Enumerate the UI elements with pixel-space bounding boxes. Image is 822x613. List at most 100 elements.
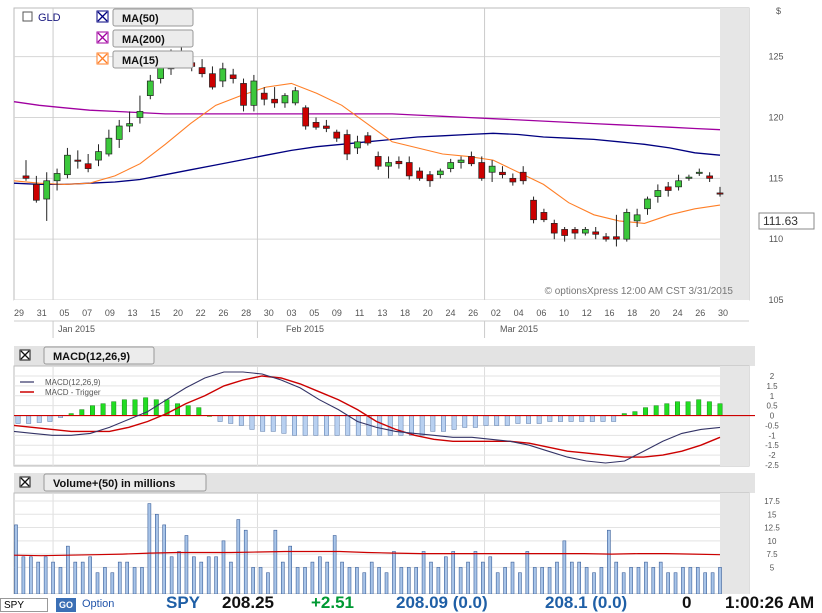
candle-body [561,229,568,236]
date-tick-label: 26 [218,308,228,318]
macd-tick-label: -2.5 [765,461,779,470]
candle-body [395,160,403,165]
volume-bar [280,561,285,594]
candle-body [436,170,444,176]
macd-histogram-bar [292,415,297,436]
macd-histogram-bar [121,399,127,416]
volume-bar [258,567,263,594]
option-link[interactable]: Option [82,598,115,610]
date-tick-label: 06 [536,308,546,318]
volume-bar [695,567,700,594]
volume-bar [155,513,159,594]
candle-body [333,131,341,139]
candle-body [550,223,558,234]
macd-histogram-bar [377,415,383,436]
date-tick-label: 18 [627,308,637,318]
x-icon [20,477,30,487]
volume-bar [636,567,641,594]
candle-body [530,199,537,221]
candle-body [250,80,258,106]
macd-histogram-bar [611,415,617,422]
ticker-symbol[interactable]: SPY [166,593,201,612]
volume-bar [429,561,433,594]
legend-ma50-label: MA(50) [122,13,159,25]
volume-bar [162,524,167,594]
candle-body [74,159,82,162]
go-button[interactable]: GO [56,598,76,612]
macd-histogram-bar [324,415,329,436]
date-tick-label: 03 [287,308,297,318]
legend-gld-checkbox[interactable] [22,11,33,22]
volume-bar [140,567,144,594]
macd-histogram-bar [483,415,489,426]
volume-bar [295,567,300,594]
volume-bar [184,535,189,594]
macd-histogram-bar [568,415,574,422]
date-axis: 29 31 05 07 09 13 15 20 22 26 28 30 03 05 09 11 13 18 20 24… [14,300,749,338]
volume-bar [621,572,626,594]
candle-body [488,165,496,173]
volume-bar [525,551,530,594]
date-tick-label: 13 [128,308,138,318]
volume-bar [58,567,63,594]
macd-histogram-bar [600,415,606,422]
ticker-ask: 208.1 (0.0) [545,593,628,612]
legend-ma50[interactable]: MA(50) [96,8,194,27]
legend-ma15[interactable]: MA(15) [96,50,194,69]
candle-body [695,171,703,174]
volume-bar [392,551,396,594]
volume-bar [658,561,663,594]
macd-histogram-bar [632,411,638,416]
macd-histogram-bar [494,415,500,426]
legend-ma200[interactable]: MA(200) [96,29,194,48]
candle-body [281,95,289,104]
date-tick-label: 26 [468,308,478,318]
volume-tick-label: 7.5 [766,550,778,559]
volume-plot-area [13,492,750,594]
candle-body [478,162,486,179]
x-icon [97,32,108,43]
candle-body [581,229,589,234]
date-tick-label: 20 [423,308,433,318]
volume-bar [288,545,292,594]
volume-ma [13,550,721,557]
volume-bar [347,567,352,594]
volume-bar [229,561,233,594]
date-tick-label: 09 [332,308,342,318]
volume-bar [29,556,33,594]
candle-body [499,171,506,176]
volume-bar [644,561,648,594]
candle-body [219,68,227,82]
macd-tick-label: 1 [770,392,775,401]
volume-bar [266,572,270,594]
date-tick-label: 30 [718,308,728,318]
volume-bar [36,561,41,594]
symbol-input[interactable]: SPY [0,598,48,612]
candle-body [22,175,30,179]
volume-bar [458,567,463,594]
volume-bar [88,556,92,594]
volume-bar [518,572,522,594]
volume-title: Volume+(50) in millions [53,478,175,490]
volume-bar [503,567,507,594]
ticker-last: 208.25 [222,593,274,612]
volume-title-button[interactable] [43,473,207,492]
volume-bar [303,567,307,594]
ma15-line [13,82,721,224]
candle-body [654,190,662,197]
volume-bar [325,561,330,594]
volume-bar [21,556,26,594]
volume-bar [488,556,493,594]
ticker-bar: SPY GO Option SPY 208.25 +2.51 208.09 (0… [0,594,822,612]
macd-histogram-bar [643,407,648,416]
macd-title: MACD(12,26,9) [53,351,130,363]
candle-body [198,67,206,75]
volume-bar [80,561,85,594]
macd-histogram-bar [249,415,255,430]
price-y-axis: $ 105 110 115 120 125 [768,6,783,305]
volume-bar [199,561,204,594]
candle-body [613,236,620,240]
macd-title-button[interactable] [43,346,155,365]
ticker-volume: 0 [682,593,692,612]
volume-bar [214,556,218,594]
